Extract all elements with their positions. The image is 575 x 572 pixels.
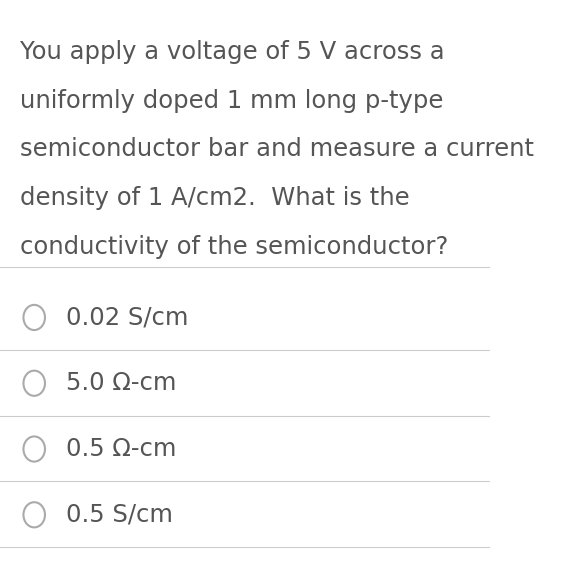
Text: conductivity of the semiconductor?: conductivity of the semiconductor? [20, 235, 448, 259]
Text: 0.5 Ω-cm: 0.5 Ω-cm [66, 437, 177, 461]
Text: 0.02 S/cm: 0.02 S/cm [66, 305, 189, 329]
Text: 0.5 S/cm: 0.5 S/cm [66, 503, 173, 527]
Text: You apply a voltage of 5 V across a: You apply a voltage of 5 V across a [20, 40, 444, 64]
Text: semiconductor bar and measure a current: semiconductor bar and measure a current [20, 137, 534, 161]
Text: uniformly doped 1 mm long p-type: uniformly doped 1 mm long p-type [20, 89, 443, 113]
Text: 5.0 Ω-cm: 5.0 Ω-cm [66, 371, 177, 395]
Text: density of 1 A/cm2.  What is the: density of 1 A/cm2. What is the [20, 186, 409, 210]
